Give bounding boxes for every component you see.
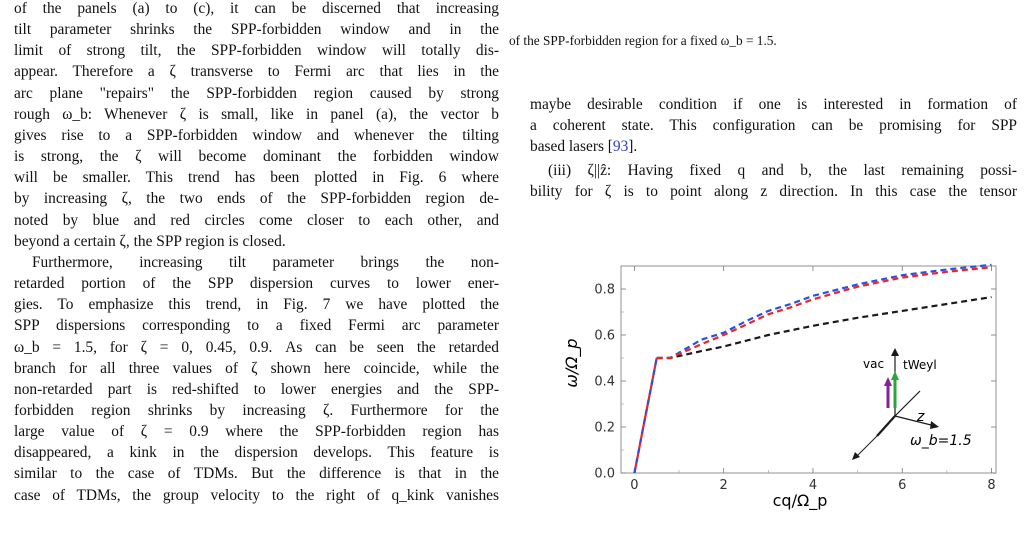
text-line: beyond a certain ζ, the SPP region is cl…	[14, 232, 286, 250]
text-line: is strong, the ζ will become dominant th…	[14, 148, 499, 166]
arrowhead	[891, 348, 899, 356]
series-line-blue	[656, 263, 992, 360]
text-line: gives rise to a SPP-forbidden window and…	[14, 126, 499, 144]
axis-vector-z	[894, 415, 936, 427]
figure-caption-tail: of the SPP-forbidden region for a fixed …	[509, 33, 777, 48]
text-line: of the panels (a) to (c), it can be disc…	[14, 0, 499, 17]
z-label: z	[916, 409, 925, 425]
text-line: by increasing ζ, the two ends of the SPP…	[14, 190, 499, 208]
text-line: SPP dispersions corresponding to a fixed…	[14, 317, 499, 335]
text-line: similar to the case of TDMs. But the dif…	[14, 465, 499, 483]
arrowhead	[891, 371, 899, 380]
y-tick-label: 0.8	[594, 283, 615, 298]
x-tick-label: 8	[987, 478, 995, 493]
text-line: retarded portion of the SPP dispersion c…	[14, 275, 499, 293]
text-line: will be smaller. This trend has been plo…	[14, 169, 499, 187]
vector-inset: vac tWeyl z ω_b=1.5	[852, 348, 972, 460]
text-line: ω_b = 1.5, for ζ = 0, 0.45, 0.9. As can …	[14, 338, 499, 356]
arrowhead	[852, 452, 860, 460]
text-fragment: based lasers [	[530, 138, 613, 156]
omega-b-label: ω_b=1.5	[910, 433, 972, 449]
tweyl-label: tWeyl	[903, 358, 937, 372]
text-line: branch for all three values of ζ shown h…	[14, 359, 499, 377]
arrowhead	[930, 421, 939, 429]
text-fragment: ].	[628, 138, 638, 156]
axis-vector-y	[894, 390, 921, 417]
text-line: gies. To emphasize this trend, in Fig. 7…	[14, 296, 499, 314]
y-tick-label: 0.0	[594, 467, 615, 482]
text-line: tilt parameter shrinks the SPP-forbidden…	[14, 21, 499, 39]
text-line: forbidden region shrinks by increasing ζ…	[14, 401, 499, 419]
x-tick-label: 2	[720, 478, 728, 493]
text-line: large value of ζ = 0.9 where the SPP-for…	[14, 423, 499, 441]
dispersion-figure: 0 2 4 6 8 0.0 0.2 0.4 0.6 0.8 ω/Ω_p cq/Ω_p vac tW…	[565, 263, 997, 511]
retarded-branch-line	[633, 357, 658, 474]
series-line-red	[656, 266, 992, 360]
x-tick-label: 0	[630, 478, 638, 493]
text-line: non-retarded part is red-shifted to lowe…	[14, 380, 499, 398]
text-line: based lasers [93].	[530, 136, 1017, 157]
y-tick-label: 0.4	[594, 375, 615, 390]
text-line: Furthermore, increasing tilt parameter b…	[32, 253, 499, 271]
right-paragraph-2: (iii) ζ||ẑ: Having fixed q and b, the la…	[530, 160, 1017, 202]
right-paragraph-1: maybe desirable condition if one is inte…	[530, 94, 1017, 157]
citation-link[interactable]: 93	[612, 138, 629, 156]
text-line: bility for ζ is to point along z directi…	[530, 183, 1017, 201]
text-line: rough ω_b: Whenever ζ is small, like in …	[14, 105, 499, 123]
x-tick-label: 6	[898, 478, 906, 493]
text-line: maybe desirable condition if one is inte…	[530, 96, 1017, 113]
x-axis-label: cq/Ω_p	[773, 491, 828, 511]
x-tick-label: 4	[809, 478, 817, 493]
text-line: a coherent state. This configuration can…	[530, 117, 1017, 135]
axis-vector-x	[856, 435, 878, 457]
text-line: case of TDMs, the group velocity to the …	[14, 486, 499, 504]
text-line: arc plane "repairs" the SPP-forbidden re…	[14, 84, 499, 102]
text-line: (iii) ζ||ẑ: Having fixed q and b, the la…	[548, 162, 1017, 179]
y-axis-label: ω/Ω_p	[565, 338, 582, 387]
text-line: appear. Therefore a ζ transverse to Ferm…	[14, 63, 499, 81]
arrowhead	[884, 377, 892, 386]
zeta-vector	[876, 415, 896, 437]
y-tick-label: 0.6	[594, 329, 615, 344]
text-line: limit of strong tilt, the SPP-forbidden …	[14, 42, 499, 60]
y-tick-label: 0.2	[594, 421, 615, 436]
vac-label: vac	[863, 357, 884, 371]
text-line: disappeared, a kink in the dispersion de…	[14, 444, 499, 462]
plot-frame	[620, 265, 997, 474]
left-column: of the panels (a) to (c), it can be disc…	[14, 0, 499, 506]
text-line: noted by blue and red circles come close…	[14, 211, 499, 229]
series-line-black	[656, 296, 992, 360]
